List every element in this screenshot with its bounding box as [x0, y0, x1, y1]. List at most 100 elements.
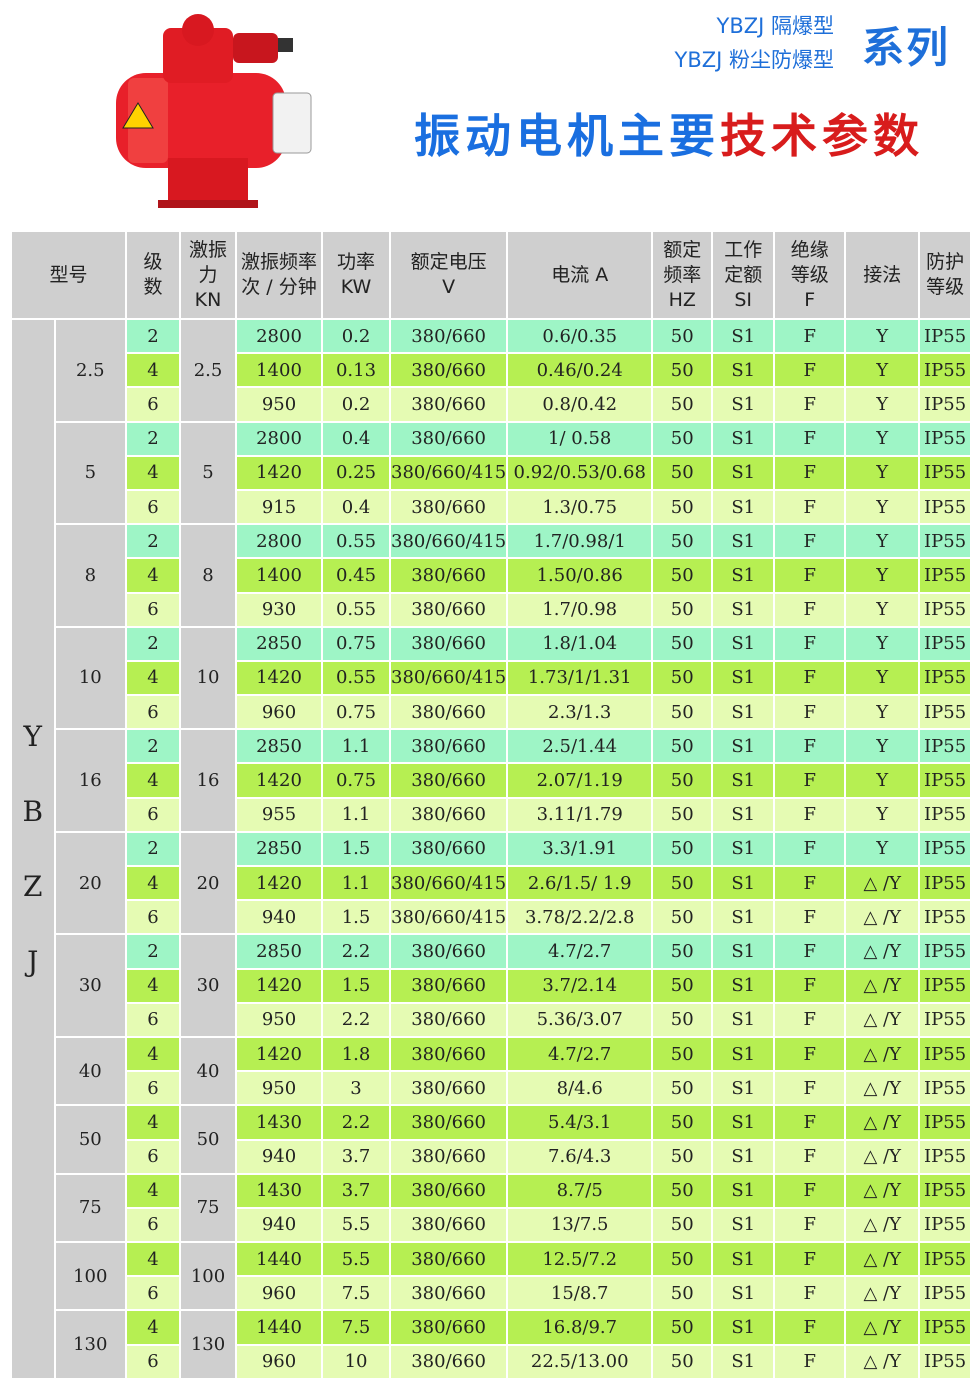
voltage-cell: 380/660/415 [391, 661, 507, 695]
power-cell: 0.45 [323, 559, 390, 592]
connection-cell: Y [846, 798, 919, 831]
vibration-motor-image [116, 14, 312, 208]
table-row: 4 1420 0.25 380/660/415 0.92/0.53/0.68 50 S1 F Y… [12, 456, 970, 489]
protection-cell: IP55 [920, 1311, 970, 1344]
poles-cell: 4 [127, 559, 180, 592]
connection-cell: △ /Y [846, 1037, 919, 1071]
size-cell: 20 [55, 832, 126, 934]
current-cell: 3.3/1.91 [508, 832, 652, 865]
force-cell: 130 [181, 1311, 236, 1378]
protection-cell: IP55 [920, 354, 970, 387]
insulation-cell: F [775, 832, 845, 865]
connection-cell: Y [846, 388, 919, 421]
column-header: 额定 频率 HZ [653, 232, 712, 318]
hz-cell: 50 [653, 935, 712, 968]
voltage-cell: 380/660 [391, 730, 507, 763]
frequency-cell: 950 [237, 1003, 322, 1036]
protection-cell: IP55 [920, 490, 970, 524]
current-cell: 13/7.5 [508, 1208, 652, 1242]
subtitle-dustproof: YBZJ 粉尘防爆型 [674, 48, 835, 72]
hz-cell: 50 [653, 593, 712, 626]
series-label: 系列 [862, 23, 951, 72]
current-cell: 2.6/1.5/ 1.9 [508, 867, 652, 900]
hz-cell: 50 [653, 388, 712, 421]
frequency-cell: 960 [237, 1345, 322, 1378]
insulation-cell: F [775, 1345, 845, 1378]
size-cell: 10 [55, 627, 126, 729]
size-cell: 75 [55, 1174, 126, 1242]
connection-cell: △ /Y [846, 1140, 919, 1173]
hz-cell: 50 [653, 1140, 712, 1173]
current-cell: 1.3/0.75 [508, 490, 652, 524]
protection-cell: IP55 [920, 935, 970, 968]
duty-cell: S1 [713, 832, 774, 865]
protection-cell: IP55 [920, 1003, 970, 1036]
duty-cell: S1 [713, 764, 774, 797]
poles-cell: 6 [127, 1003, 180, 1036]
connection-cell: Y [846, 627, 919, 660]
duty-cell: S1 [713, 354, 774, 387]
force-cell: 50 [181, 1106, 236, 1173]
duty-cell: S1 [713, 1345, 774, 1378]
model-letter: J [27, 944, 39, 978]
insulation-cell: F [775, 901, 845, 934]
connection-cell: △ /Y [846, 1208, 919, 1242]
force-cell: 16 [181, 730, 236, 831]
size-cell: 5 [55, 422, 126, 524]
current-cell: 4.7/2.7 [508, 935, 652, 968]
table-row: Y B Z J 2.5 2 2.5 2800 0.2 380/660 0.6/0.35 50 S1 F Y I… [12, 320, 970, 1378]
duty-cell: S1 [713, 559, 774, 592]
poles-cell: 6 [127, 1072, 180, 1105]
poles-cell: 6 [127, 696, 180, 729]
power-cell: 0.2 [323, 320, 390, 353]
voltage-cell: 380/660 [391, 832, 507, 865]
force-cell: 100 [181, 1243, 236, 1310]
frequency-cell: 950 [237, 388, 322, 421]
connection-cell: Y [846, 593, 919, 626]
protection-cell: IP55 [920, 627, 970, 660]
voltage-cell: 380/660 [391, 593, 507, 626]
table-row: 6 950 2.2 380/660 5.36/3.07 50 S1 F △ /Y IP55 [12, 1003, 970, 1036]
protection-cell: IP55 [920, 969, 970, 1002]
current-cell: 4.7/2.7 [508, 1037, 652, 1071]
hz-cell: 50 [653, 696, 712, 729]
hz-cell: 50 [653, 901, 712, 934]
frequency-cell: 1430 [237, 1174, 322, 1207]
table-row: 75 4 75 1430 3.7 380/660 8.7/5 50 S1 F △ /Y IP55 [12, 1174, 970, 1242]
model-letter: B [22, 794, 44, 828]
insulation-cell: F [775, 1072, 845, 1105]
protection-cell: IP55 [920, 764, 970, 797]
frequency-cell: 1420 [237, 661, 322, 695]
power-cell: 1.1 [323, 798, 390, 831]
hz-cell: 50 [653, 456, 712, 489]
current-cell: 12.5/7.2 [508, 1243, 652, 1276]
hz-cell: 50 [653, 661, 712, 695]
table-row: 8 2 8 2800 0.55 380/660/415 1.7/0.98/1 50 S1 F Y IP… [12, 525, 970, 626]
column-header: 激振 力 KN [181, 232, 236, 318]
connection-cell: Y [846, 525, 919, 558]
frequency-cell: 940 [237, 1140, 322, 1173]
hz-cell: 50 [653, 1277, 712, 1310]
insulation-cell: F [775, 1106, 845, 1139]
insulation-cell: F [775, 696, 845, 729]
poles-cell: 4 [127, 661, 180, 695]
table-row: 10 2 10 2850 0.75 380/660 1.8/1.04 50 S1 F Y IP55 [12, 627, 970, 729]
power-cell: 1.5 [323, 832, 390, 865]
protection-cell: IP55 [920, 1174, 970, 1207]
poles-cell: 4 [127, 1037, 180, 1071]
current-cell: 1.73/1/1.31 [508, 661, 652, 695]
protection-cell: IP55 [920, 1243, 970, 1276]
frequency-cell: 930 [237, 593, 322, 626]
duty-cell: S1 [713, 320, 774, 353]
hz-cell: 50 [653, 798, 712, 831]
voltage-cell: 380/660 [391, 320, 507, 353]
frequency-cell: 1430 [237, 1106, 322, 1139]
force-cell: 8 [181, 525, 236, 626]
power-cell: 0.55 [323, 525, 390, 558]
duty-cell: S1 [713, 627, 774, 660]
voltage-cell: 380/660/415 [391, 901, 507, 934]
protection-cell: IP55 [920, 832, 970, 865]
insulation-cell: F [775, 1003, 845, 1036]
insulation-cell: F [775, 1208, 845, 1242]
frequency-cell: 950 [237, 1072, 322, 1105]
